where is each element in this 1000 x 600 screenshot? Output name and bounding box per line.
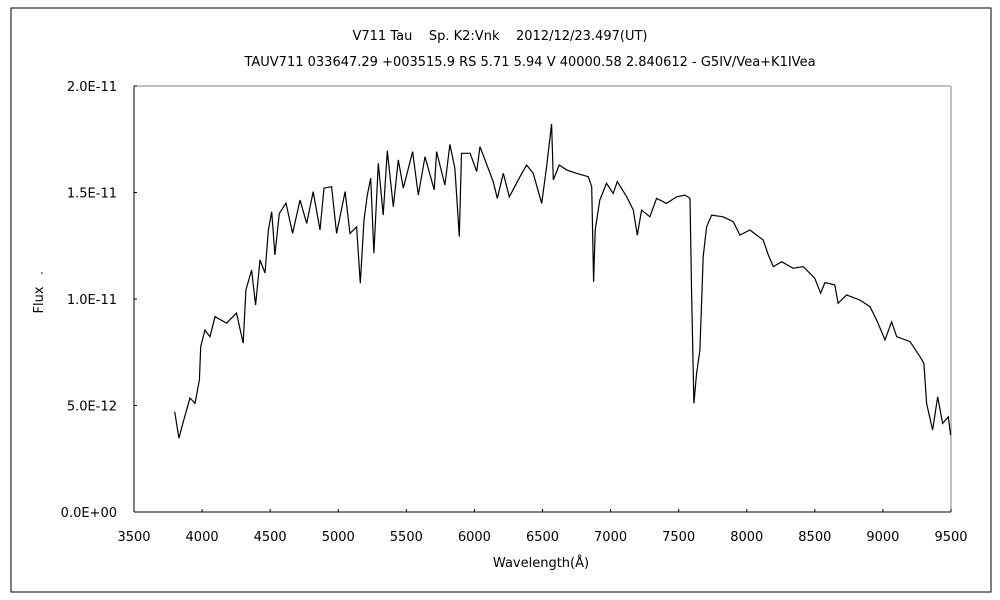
chart-title: V711 Tau Sp. K2:Vnk 2012/12/23.497(UT) bbox=[353, 29, 648, 44]
y-axis: 0.0E+00 5.0E-12 1.0E-11 1.5E-11 2.0E-11 bbox=[61, 80, 137, 521]
x-tick-label: 3500 bbox=[117, 530, 150, 545]
x-tick-label: 5000 bbox=[322, 530, 355, 545]
x-tick-label: 8000 bbox=[730, 530, 763, 545]
y-tick-label: 0.0E+00 bbox=[61, 506, 117, 521]
x-tick-label: 7000 bbox=[594, 530, 627, 545]
x-axis-label: Wavelength(Å) bbox=[493, 555, 589, 571]
x-tick-label: 6000 bbox=[458, 530, 491, 545]
y-tick-label: 1.5E-11 bbox=[67, 187, 117, 202]
stray-dot bbox=[41, 272, 43, 274]
x-tick-label: 5500 bbox=[390, 530, 423, 545]
x-tick-label: 8500 bbox=[798, 530, 831, 545]
outer-frame bbox=[10, 7, 992, 593]
x-tick-label: 9500 bbox=[934, 530, 967, 545]
x-axis: 3500 4000 4500 5000 5500 6000 6500 7000 7500 8000… bbox=[117, 509, 968, 545]
x-tick-label: 4500 bbox=[254, 530, 287, 545]
x-tick-label: 6500 bbox=[526, 530, 559, 545]
y-tick-label: 2.0E-11 bbox=[67, 80, 117, 95]
x-tick-label: 9000 bbox=[866, 530, 899, 545]
y-axis-label: Flux bbox=[32, 286, 47, 313]
y-tick-label: 5.0E-12 bbox=[67, 400, 117, 415]
y-tick-label: 1.0E-11 bbox=[67, 293, 117, 308]
x-tick-label: 7500 bbox=[662, 530, 695, 545]
x-tick-label: 4000 bbox=[186, 530, 219, 545]
chart-subtitle: TAUV711 033647.29 +003515.9 RS 5.71 5.94… bbox=[243, 55, 815, 70]
spectrum-line bbox=[174, 123, 952, 439]
